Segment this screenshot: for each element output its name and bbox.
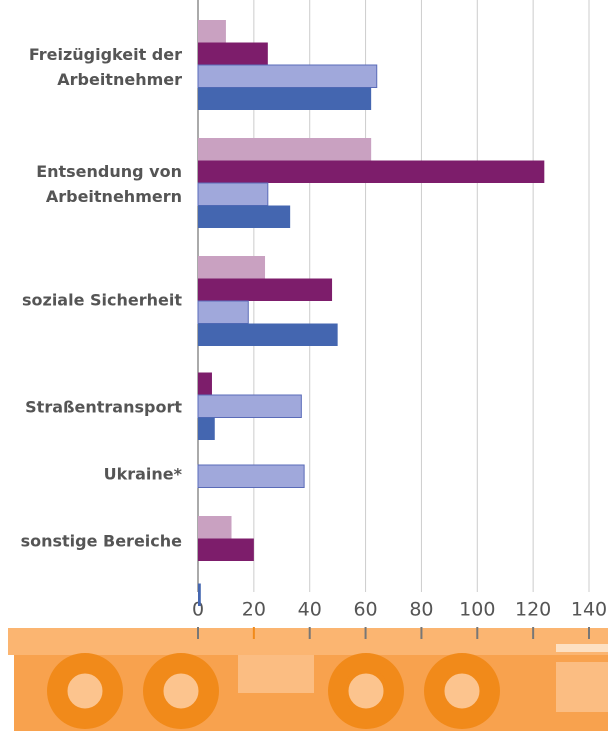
bar — [198, 183, 268, 206]
category-label: Ukraine* — [2, 462, 182, 487]
truck-stripe — [556, 644, 608, 652]
chart: 020406080100120140 Freizügigkeit der Arb… — [0, 0, 608, 731]
hub — [161, 671, 201, 711]
x-tick-label: 100 — [459, 599, 495, 621]
bar — [198, 539, 254, 562]
category-label: soziale Sicherheit — [2, 288, 182, 313]
bar — [198, 206, 290, 229]
bar — [198, 65, 377, 88]
truck — [8, 628, 608, 731]
bar — [198, 88, 371, 111]
truck-panel — [238, 655, 314, 693]
bar — [198, 465, 304, 488]
bar — [198, 324, 338, 347]
bar — [198, 418, 215, 441]
hub — [346, 671, 386, 711]
bar — [198, 395, 301, 418]
category-label: sonstige Bereiche — [2, 529, 182, 554]
category-label: Freizügigkeit der Arbeitnehmer — [2, 42, 182, 92]
hub — [442, 671, 482, 711]
x-tick-label: 40 — [298, 599, 322, 621]
bar — [198, 20, 226, 43]
category-label: Straßentransport — [2, 395, 182, 420]
bar — [198, 584, 201, 607]
x-tick-label: 60 — [353, 599, 377, 621]
bar — [198, 138, 371, 161]
hub — [65, 671, 105, 711]
bar — [198, 373, 212, 396]
bar — [198, 43, 268, 66]
bar — [198, 256, 265, 279]
bar — [198, 279, 332, 302]
bar — [198, 161, 544, 184]
x-tick-label: 140 — [571, 599, 607, 621]
chart-canvas: 020406080100120140 — [0, 0, 608, 731]
bar — [198, 301, 248, 324]
category-label: Entsendung von Arbeitnehmern — [2, 159, 182, 209]
x-tick-label: 120 — [515, 599, 551, 621]
truck-bed — [8, 628, 608, 655]
bar — [198, 516, 232, 539]
x-tick-label: 20 — [242, 599, 266, 621]
truck-panel — [556, 662, 608, 712]
x-tick-label: 80 — [409, 599, 433, 621]
